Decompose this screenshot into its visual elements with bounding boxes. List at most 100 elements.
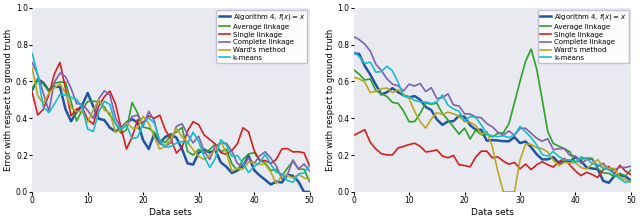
Complete linkage xyxy=(117,127,125,130)
Algorithm 4, $f(x) = x$ xyxy=(605,181,612,184)
Ward's method xyxy=(211,149,219,151)
Algorithm 4, $f(x) = x$ xyxy=(28,89,36,91)
Line: Algorithm 4, $f(x) = x$: Algorithm 4, $f(x) = x$ xyxy=(354,53,631,183)
k-means xyxy=(211,157,219,160)
k-means xyxy=(621,181,629,184)
Complete linkage xyxy=(90,117,97,120)
Ward's method xyxy=(28,67,36,69)
Complete linkage xyxy=(278,178,285,180)
Single linkage xyxy=(417,145,424,148)
Single linkage xyxy=(627,173,635,176)
Algorithm 4, $f(x) = x$ xyxy=(411,95,419,97)
Algorithm 4, $f(x) = x$ xyxy=(123,121,131,124)
Complete linkage xyxy=(306,170,314,172)
Ward's method xyxy=(306,178,314,181)
k-means xyxy=(627,180,635,182)
Line: k-means: k-means xyxy=(32,53,310,182)
Ward's method xyxy=(538,147,546,150)
Ward's method xyxy=(621,178,629,181)
Average linkage xyxy=(527,48,535,50)
k-means xyxy=(411,99,419,102)
Average linkage xyxy=(555,145,563,148)
Complete linkage xyxy=(350,35,358,38)
Algorithm 4, $f(x) = x$ xyxy=(550,156,557,158)
Single linkage xyxy=(117,126,125,129)
Line: Ward's method: Ward's method xyxy=(354,77,631,192)
Line: Ward's method: Ward's method xyxy=(32,68,310,184)
Average linkage xyxy=(433,102,441,104)
Line: k-means: k-means xyxy=(354,52,631,183)
Single linkage xyxy=(56,61,64,64)
k-means xyxy=(300,172,308,174)
Single linkage xyxy=(438,155,446,157)
Complete linkage xyxy=(411,85,419,87)
Algorithm 4, $f(x) = x$ xyxy=(533,153,541,156)
Single linkage xyxy=(306,164,314,167)
Line: Complete linkage: Complete linkage xyxy=(354,37,631,170)
X-axis label: Data sets: Data sets xyxy=(150,208,193,217)
Line: Complete linkage: Complete linkage xyxy=(32,63,310,179)
Line: Single linkage: Single linkage xyxy=(354,130,631,177)
Ward's method xyxy=(433,111,441,114)
Line: Algorithm 4, $f(x) = x$: Algorithm 4, $f(x) = x$ xyxy=(32,79,310,192)
k-means xyxy=(438,93,446,96)
Average linkage xyxy=(350,69,358,71)
Algorithm 4, $f(x) = x$ xyxy=(117,127,125,130)
Line: Average linkage: Average linkage xyxy=(354,49,631,176)
k-means xyxy=(289,181,297,184)
Line: Single linkage: Single linkage xyxy=(32,62,310,166)
k-means xyxy=(433,101,441,103)
Single linkage xyxy=(300,152,308,154)
Algorithm 4, $f(x) = x$ xyxy=(300,191,308,193)
Ward's method xyxy=(350,76,358,79)
Legend: Algorithm 4, $f(x) = x$, Average linkage, Single linkage, Complete linkage, Ward: Algorithm 4, $f(x) = x$, Average linkage… xyxy=(216,10,307,63)
Algorithm 4, $f(x) = x$ xyxy=(306,191,314,193)
Complete linkage xyxy=(228,150,236,152)
k-means xyxy=(550,150,557,153)
Algorithm 4, $f(x) = x$ xyxy=(34,78,42,80)
Average linkage xyxy=(538,98,546,101)
Algorithm 4, $f(x) = x$ xyxy=(217,161,225,164)
Average linkage xyxy=(438,112,446,115)
Single linkage xyxy=(361,128,369,131)
Single linkage xyxy=(594,176,602,179)
X-axis label: Data sets: Data sets xyxy=(471,208,514,217)
Algorithm 4, $f(x) = x$ xyxy=(234,169,241,172)
Ward's method xyxy=(627,181,635,183)
Complete linkage xyxy=(300,163,308,165)
Algorithm 4, $f(x) = x$ xyxy=(95,118,102,120)
Ward's method xyxy=(90,109,97,111)
Ward's method xyxy=(300,176,308,179)
Complete linkage xyxy=(611,169,618,171)
Complete linkage xyxy=(433,97,441,100)
Legend: Algorithm 4, $f(x) = x$, Average linkage, Single linkage, Complete linkage, Ward: Algorithm 4, $f(x) = x$, Average linkage… xyxy=(538,10,629,63)
Average linkage xyxy=(34,78,42,81)
Average linkage xyxy=(306,180,314,183)
Single linkage xyxy=(123,148,131,150)
Algorithm 4, $f(x) = x$ xyxy=(350,52,358,55)
Y-axis label: Error with respect to ground truth: Error with respect to ground truth xyxy=(326,29,335,171)
Complete linkage xyxy=(621,166,629,169)
Average linkage xyxy=(621,175,629,177)
Average linkage xyxy=(117,132,125,135)
Average linkage xyxy=(411,120,419,123)
Complete linkage xyxy=(28,61,36,64)
Average linkage xyxy=(234,169,241,171)
Ward's method xyxy=(273,182,280,185)
Algorithm 4, $f(x) = x$ xyxy=(438,124,446,126)
Single linkage xyxy=(95,105,102,107)
Average linkage xyxy=(627,168,635,171)
Average linkage xyxy=(611,175,618,178)
Line: Average linkage: Average linkage xyxy=(32,80,310,181)
k-means xyxy=(306,164,314,166)
k-means xyxy=(117,128,125,131)
Complete linkage xyxy=(211,145,219,147)
Single linkage xyxy=(621,170,629,172)
k-means xyxy=(533,144,541,146)
Complete linkage xyxy=(438,96,446,99)
Single linkage xyxy=(350,134,358,137)
Algorithm 4, $f(x) = x$ xyxy=(621,175,629,178)
Single linkage xyxy=(28,91,36,94)
k-means xyxy=(350,51,358,53)
Algorithm 4, $f(x) = x$ xyxy=(294,180,302,183)
